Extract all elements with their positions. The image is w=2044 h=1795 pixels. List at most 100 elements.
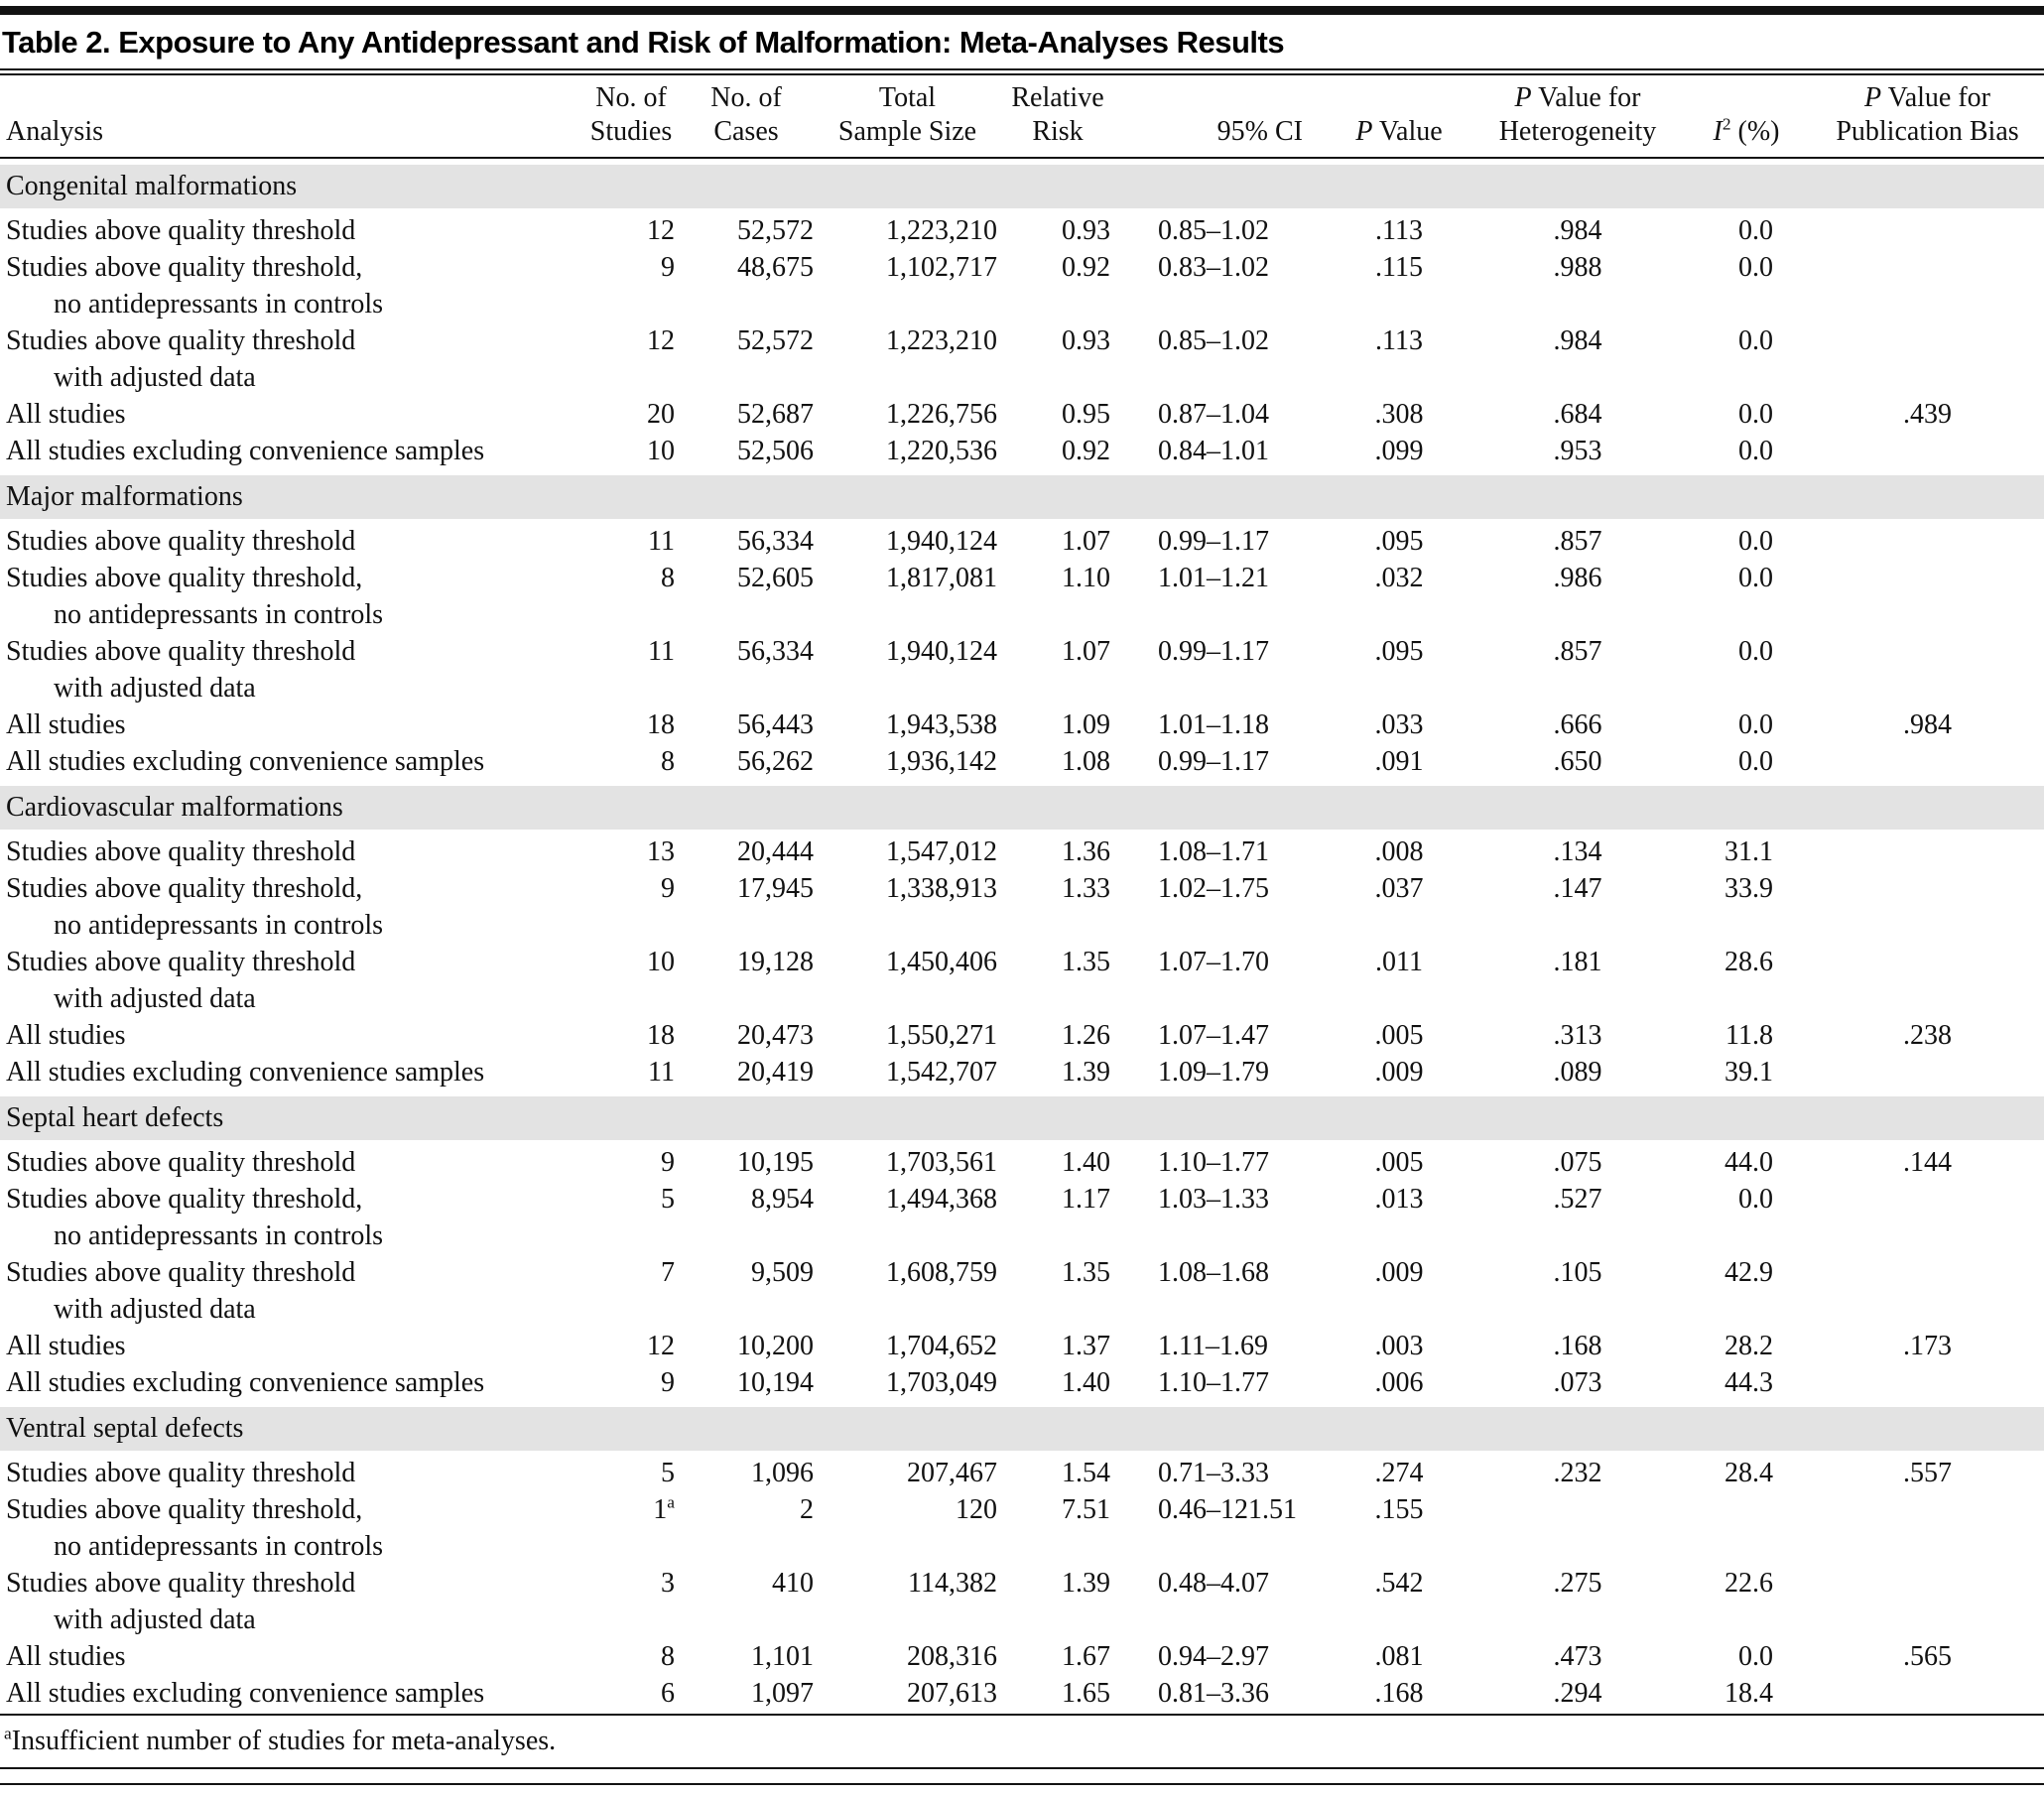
analysis-label-continued: with adjusted data xyxy=(54,1294,256,1325)
cell-sample: 1,703,049 xyxy=(886,1367,997,1398)
cell-i2: 0.0 xyxy=(1738,399,1773,430)
cell-ci: 1.02–1.75 xyxy=(1158,873,1269,904)
cell-rr: 1.35 xyxy=(1062,1257,1110,1288)
cell-p: .095 xyxy=(1374,526,1424,557)
cell-sample: 1,936,142 xyxy=(886,746,997,777)
cell-studies: 9 xyxy=(661,1367,675,1398)
section-cell: Congenital malformations xyxy=(0,158,2044,212)
column-header-label: I2 (%) xyxy=(1682,115,1811,149)
analysis-label: Studies above quality threshold, xyxy=(6,563,363,593)
cell-p_bias: .238 xyxy=(1903,1020,1952,1051)
cell-i2: 44.0 xyxy=(1725,1147,1773,1178)
cell-sample: 1,550,271 xyxy=(886,1020,997,1051)
cell-cases: 410 xyxy=(772,1568,814,1599)
column-header-label: I xyxy=(1713,116,1723,147)
analysis-label: Studies above quality threshold xyxy=(6,1458,356,1488)
cell-sample: 1,817,081 xyxy=(886,563,997,593)
analysis-label-continued: with adjusted data xyxy=(54,1604,256,1635)
cell-analysis: Studies above quality threshold with adju… xyxy=(0,322,585,396)
column-header-i-squared: I2 (%) xyxy=(1682,75,1811,159)
cell-analysis: All studies excluding convenience sample… xyxy=(0,433,585,469)
analysis-label: Studies above quality threshold, xyxy=(6,873,363,904)
analysis-label: All studies excluding convenience sample… xyxy=(6,436,485,466)
cell-p_het: .073 xyxy=(1553,1367,1602,1398)
cell-cases: 1,096 xyxy=(751,1458,814,1488)
column-header-95-ci: 95% CI xyxy=(1116,75,1325,159)
cell-studies: 8 xyxy=(661,746,675,777)
cell-analysis: Studies above quality threshold with adju… xyxy=(0,633,585,706)
cell-sample: 1,542,707 xyxy=(886,1057,997,1088)
cell-rr: 1.09 xyxy=(1062,709,1110,740)
cell-rr: 1.36 xyxy=(1062,836,1110,867)
cell-p_het: .986 xyxy=(1553,563,1602,593)
cell-ci: 1.11–1.69 xyxy=(1158,1331,1268,1361)
column-header-no-of-cases: No. of Cases xyxy=(677,75,816,159)
column-header-label: Risk xyxy=(1032,116,1084,147)
table-row: All studies excluding convenience sample… xyxy=(0,1054,2044,1090)
cell-sample: 1,223,210 xyxy=(886,325,997,356)
cell-studies: 18 xyxy=(647,709,675,740)
cell-cases: 56,262 xyxy=(737,746,814,777)
cell-cases: 10,200 xyxy=(737,1331,814,1361)
cell-p_het: .857 xyxy=(1553,636,1602,667)
cell-p_bias xyxy=(1811,322,2044,396)
cell-i2: 0.0 xyxy=(1738,709,1773,740)
cell-cases: 52,506 xyxy=(737,436,814,466)
cell-p_het: .953 xyxy=(1553,436,1602,466)
cell-p_het: .666 xyxy=(1553,709,1602,740)
analysis-label: All studies excluding convenience sample… xyxy=(6,1678,485,1709)
cell-sample: 208,316 xyxy=(907,1641,997,1672)
section-header-row: Septal heart defects xyxy=(0,1090,2044,1144)
cell-analysis: All studies excluding convenience sample… xyxy=(0,1364,585,1401)
analysis-label-continued: with adjusted data xyxy=(54,983,256,1014)
column-header-label: P xyxy=(1863,82,1882,113)
cell-i2: 11.8 xyxy=(1725,1020,1773,1051)
cell-ci: 0.85–1.02 xyxy=(1158,325,1269,356)
cell-sample: 1,102,717 xyxy=(886,252,997,283)
footnote-marker: a xyxy=(4,1724,12,1743)
cell-analysis: All studies excluding convenience sample… xyxy=(0,1054,585,1090)
cell-p: .115 xyxy=(1375,252,1423,283)
cell-rr: 0.92 xyxy=(1062,436,1110,466)
cell-p_bias: .557 xyxy=(1903,1458,1952,1488)
cell-p_bias xyxy=(1811,1364,2044,1401)
cell-ci: 1.01–1.21 xyxy=(1158,563,1269,593)
column-header-label: No. of xyxy=(710,82,782,113)
cell-ci: 0.94–2.97 xyxy=(1158,1641,1269,1672)
cell-analysis: All studies xyxy=(0,1638,585,1675)
cell-cases: 19,128 xyxy=(737,947,814,977)
cell-p_het: .984 xyxy=(1553,325,1602,356)
cell-rr: 0.92 xyxy=(1062,252,1110,283)
cell-rr: 1.17 xyxy=(1062,1184,1110,1215)
cell-ci: 1.07–1.47 xyxy=(1158,1020,1269,1051)
table-row: All studies 12 10,200 1,704,652 1.37 1.11–1.6… xyxy=(0,1328,2044,1364)
analysis-label: All studies excluding convenience sample… xyxy=(6,1057,485,1088)
cell-analysis: Studies above quality threshold with adju… xyxy=(0,944,585,1017)
cell-cases: 20,444 xyxy=(737,836,814,867)
cell-p_het: .294 xyxy=(1553,1678,1602,1709)
cell-p_bias xyxy=(1811,1565,2044,1638)
cell-rr: 1.37 xyxy=(1062,1331,1110,1361)
analysis-label: All studies xyxy=(6,1641,126,1672)
column-header-relative-risk: Relative Risk xyxy=(999,75,1116,159)
cell-analysis: All studies xyxy=(0,1328,585,1364)
analysis-label: All studies xyxy=(6,1331,126,1361)
cell-ci: 0.99–1.17 xyxy=(1158,746,1269,777)
cell-rr: 1.35 xyxy=(1062,947,1110,977)
cell-p: .542 xyxy=(1374,1568,1424,1599)
cell-ci: 0.81–3.36 xyxy=(1158,1678,1269,1709)
cell-studies: 11 xyxy=(648,1057,675,1088)
cell-p: .033 xyxy=(1374,709,1424,740)
cell-p: .008 xyxy=(1374,836,1424,867)
cell-p: .113 xyxy=(1375,215,1423,246)
cell-i2: 39.1 xyxy=(1725,1057,1773,1088)
cell-analysis: Studies above quality threshold with adju… xyxy=(0,1254,585,1328)
analysis-label: All studies xyxy=(6,709,126,740)
cell-studies: 9 xyxy=(661,252,675,283)
column-header-superscript: 2 xyxy=(1722,114,1731,134)
cell-cases: 1,101 xyxy=(751,1641,814,1672)
cell-cases: 9,509 xyxy=(751,1257,814,1288)
section-title: Septal heart defects xyxy=(0,1096,2044,1140)
table-row: All studies 20 52,687 1,226,756 0.95 0.87–1.0… xyxy=(0,396,2044,433)
cell-rr: 1.07 xyxy=(1062,636,1110,667)
